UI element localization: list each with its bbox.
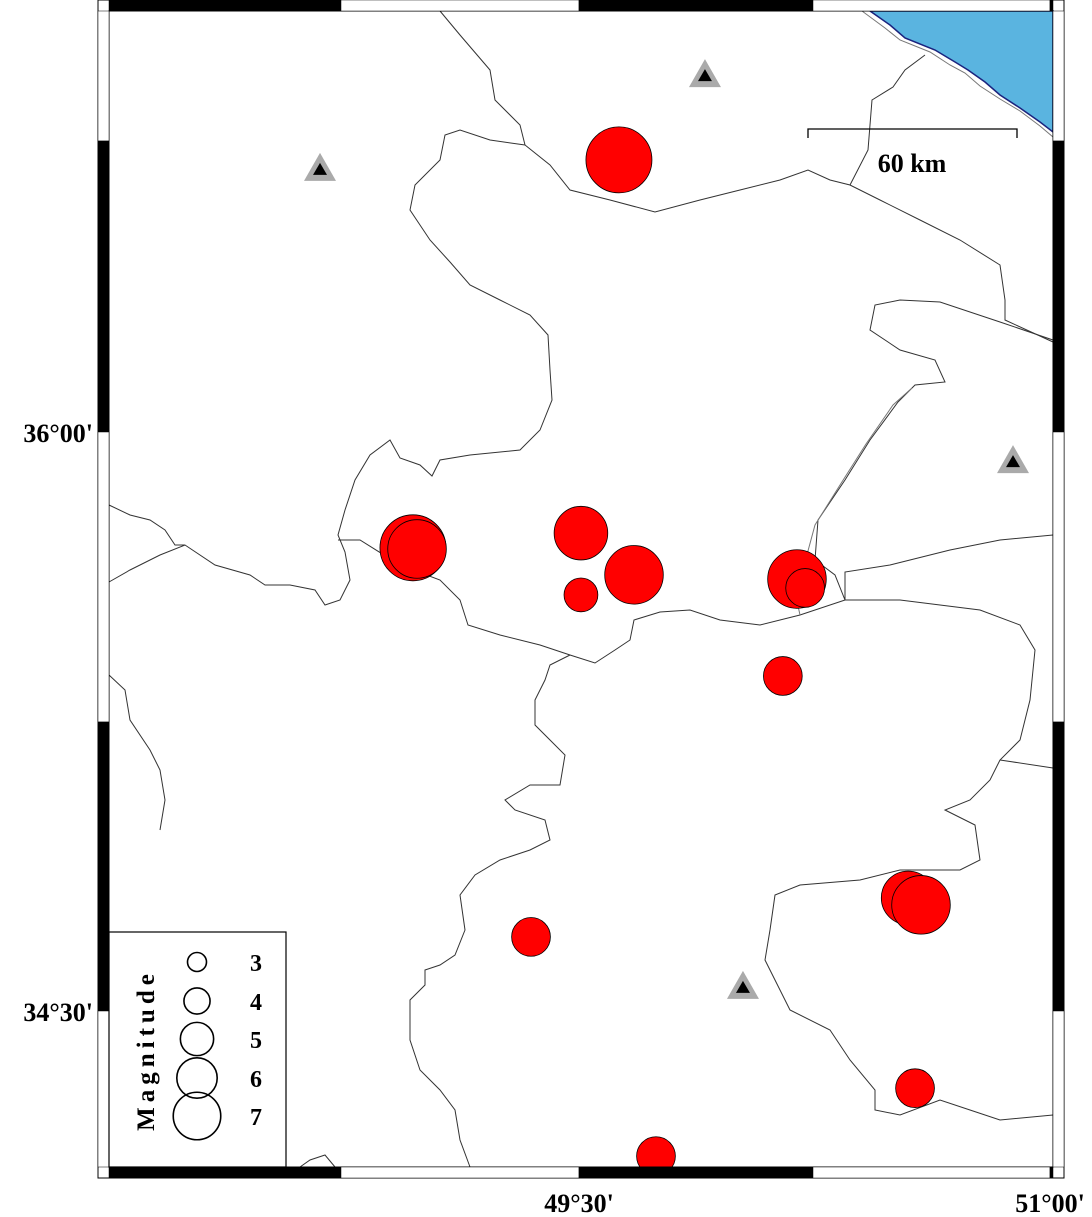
legend-label: 3 <box>250 951 262 977</box>
stations-layer <box>304 59 1030 999</box>
station-triangle-icon <box>997 445 1030 474</box>
scale-bar-label: 60 km <box>878 149 947 178</box>
y-tick-label: 36°00' <box>23 419 93 448</box>
y-tick-label: 34°30' <box>23 998 93 1027</box>
earthquake-event <box>585 126 653 194</box>
x-tick-label: 51°00' <box>1015 1189 1085 1217</box>
magnitude-legend: Magnitude 3 4 5 6 7 <box>108 931 287 1168</box>
x-tick-label: 49°30' <box>544 1189 614 1217</box>
events-layer <box>379 126 951 1176</box>
earthquake-event <box>785 568 825 608</box>
legend-title: Magnitude <box>133 969 160 1131</box>
station-triangle-icon <box>688 59 721 88</box>
legend-circle <box>176 1057 218 1099</box>
legend-label: 6 <box>250 1067 262 1093</box>
legend-circle <box>186 951 208 973</box>
earthquake-event <box>387 519 447 579</box>
legend-circle <box>172 1091 222 1141</box>
province-borders <box>108 10 1054 1168</box>
legend-label: 5 <box>250 1028 262 1054</box>
earthquake-event <box>553 505 609 561</box>
earthquake-event <box>895 1068 935 1108</box>
legend-circle <box>183 987 211 1015</box>
legend-circle <box>179 1021 215 1057</box>
scale-bar: 60 km <box>807 128 1018 178</box>
earthquake-event <box>891 875 951 935</box>
earthquake-event <box>763 656 803 696</box>
station-triangle-icon <box>726 970 759 999</box>
legend-label: 7 <box>250 1105 262 1131</box>
legend-label: 4 <box>250 990 262 1016</box>
earthquake-event <box>604 545 664 605</box>
map-frame <box>97 0 1065 1179</box>
station-triangle-icon <box>304 152 337 181</box>
earthquake-event <box>511 917 551 957</box>
coastline <box>861 10 1054 138</box>
earthquake-event <box>563 577 599 613</box>
